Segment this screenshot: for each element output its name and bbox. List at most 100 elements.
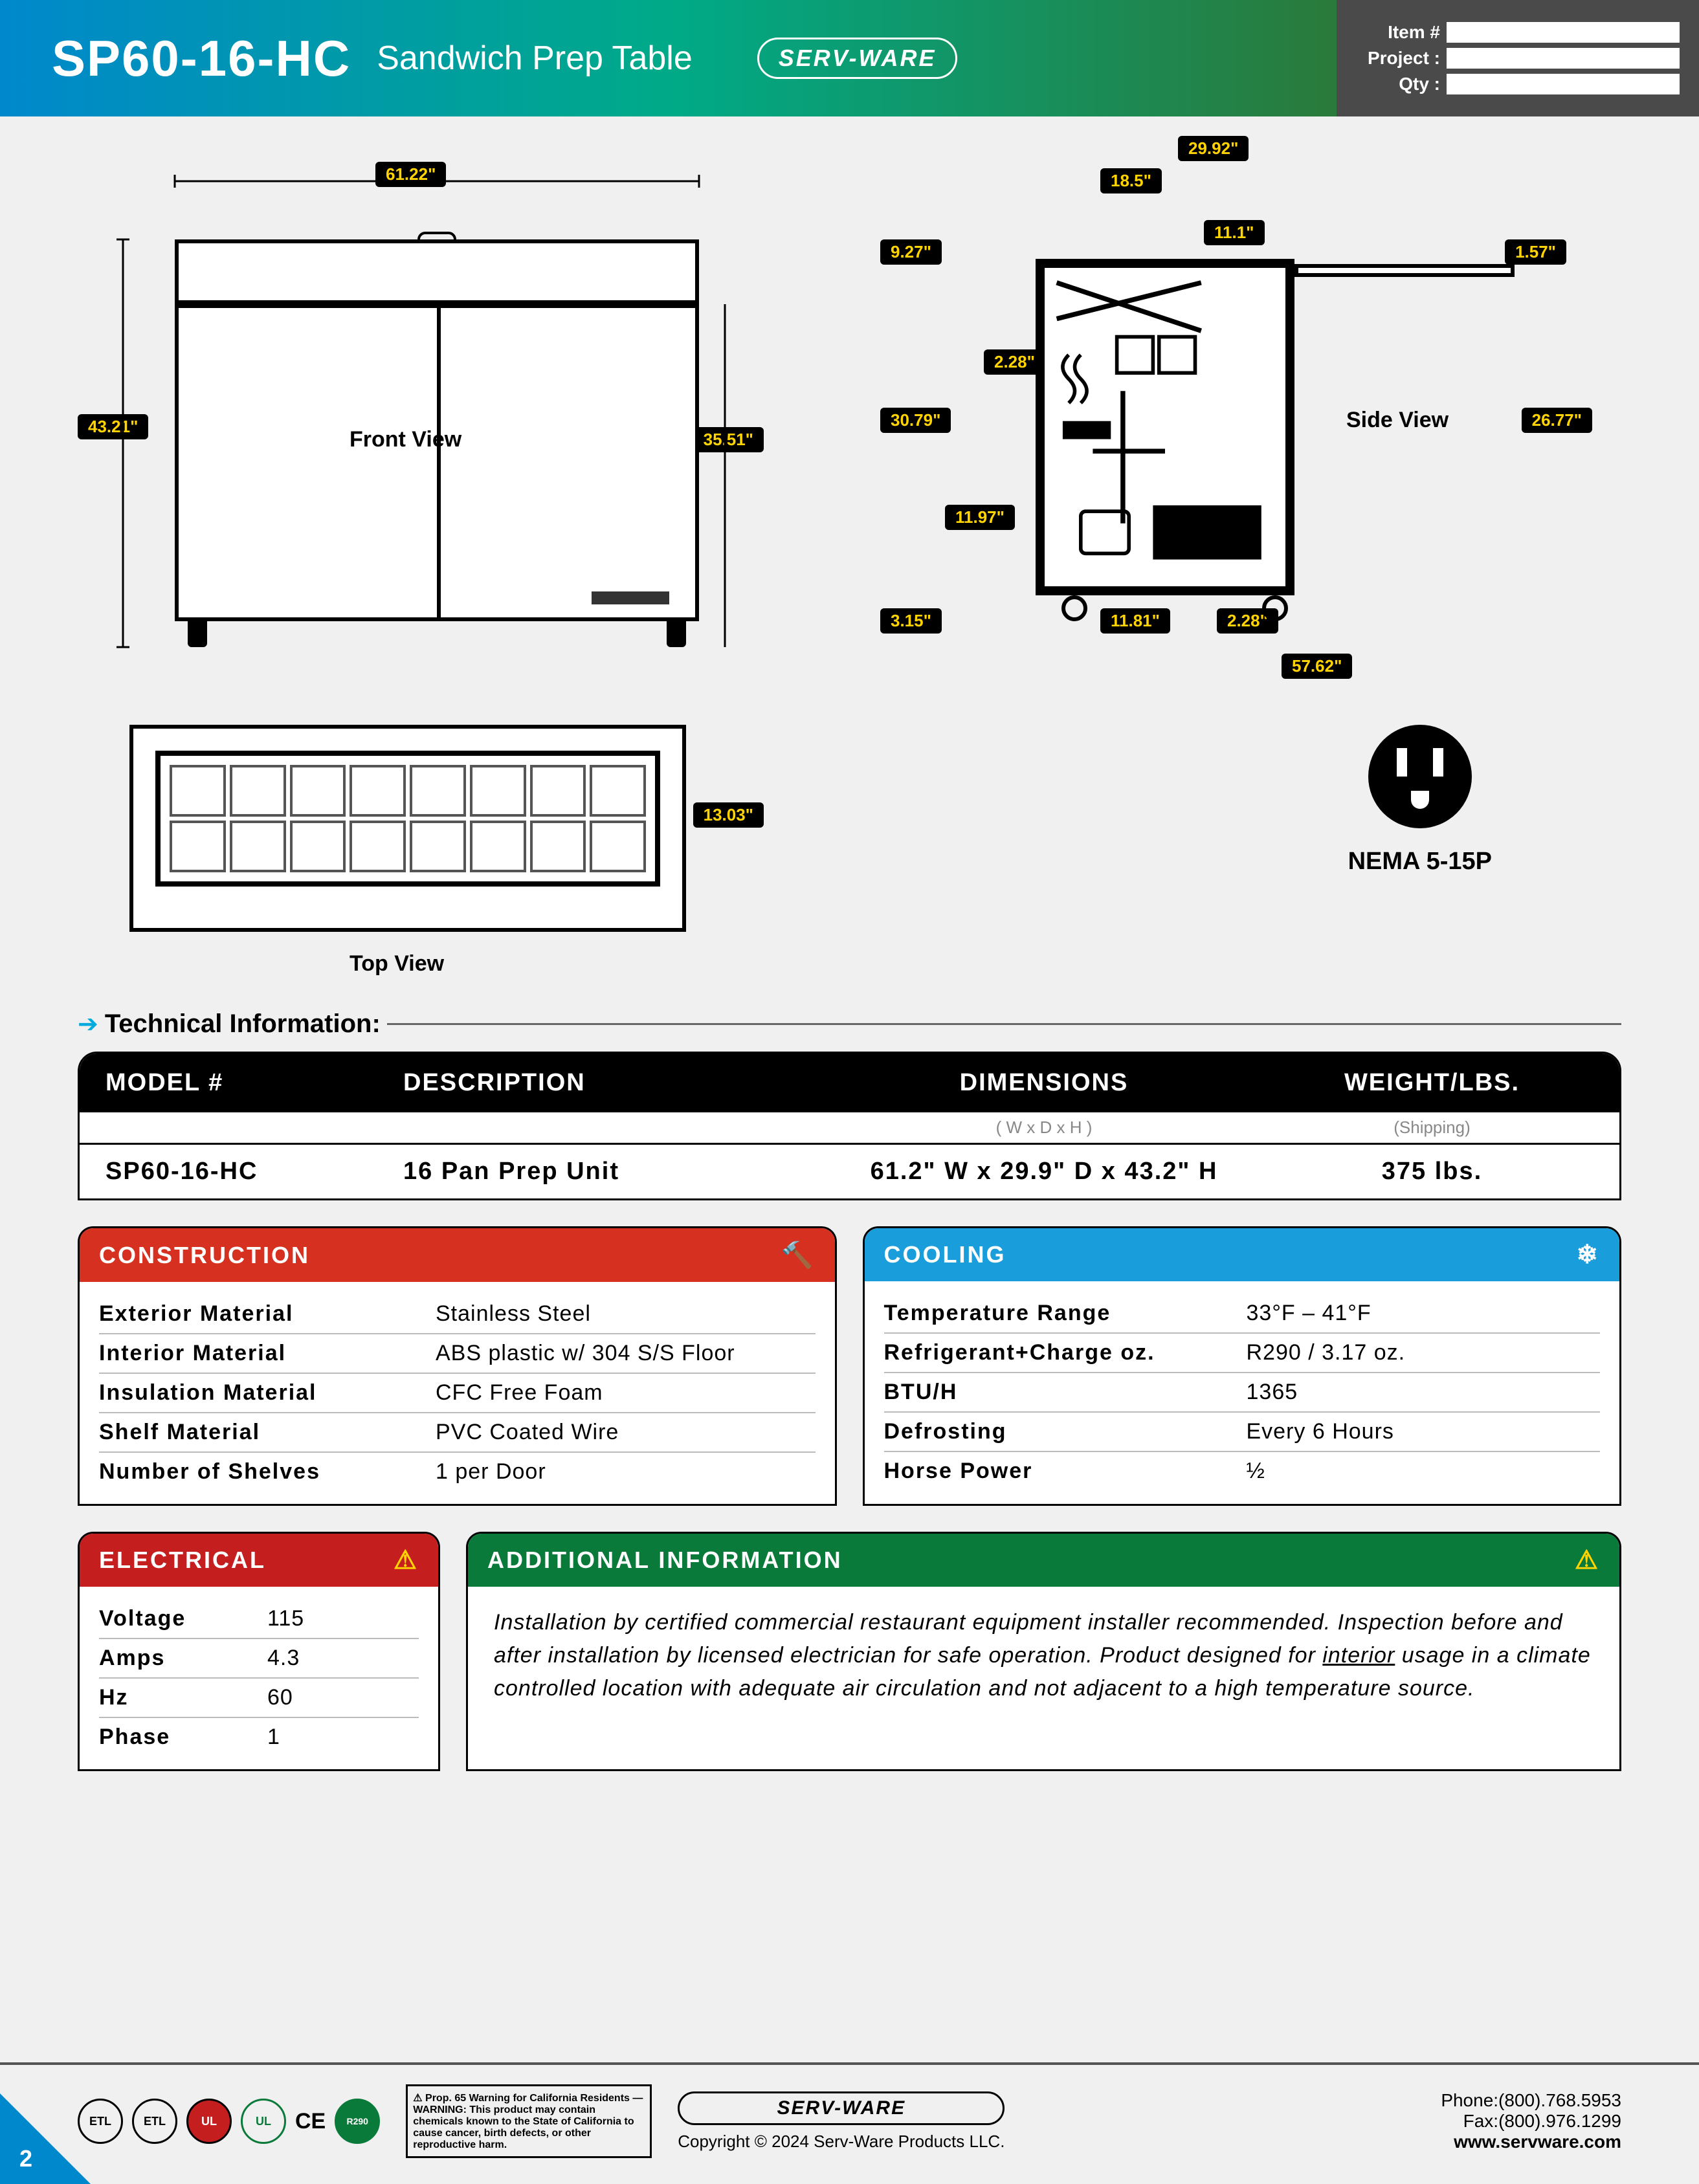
spec-label: Interior Material <box>99 1341 436 1366</box>
spec-label: Exterior Material <box>99 1301 436 1327</box>
th-weight: WEIGHT/LBS. <box>1271 1069 1594 1097</box>
phone: Phone:(800).768.5953 <box>1441 2090 1621 2111</box>
spec-row: Voltage115 <box>99 1600 419 1639</box>
spec-row: BTU/H1365 <box>884 1373 1601 1413</box>
td-model: SP60-16-HC <box>105 1158 403 1186</box>
front-cabinet <box>175 304 699 621</box>
side-view-diagram: 29.92" 18.5" 11.1" 1.57" 9.27" 2.28" 30.… <box>816 155 1592 686</box>
project-field: Project : <box>1356 48 1680 69</box>
spec-row: Number of Shelves1 per Door <box>99 1453 816 1491</box>
spec-row: Interior MaterialABS plastic w/ 304 S/S … <box>99 1334 816 1374</box>
prop65-warning: ⚠ Prop. 65 Warning for California Reside… <box>406 2084 652 2158</box>
website: www.servware.com <box>1441 2132 1621 2152</box>
qty-input[interactable] <box>1447 74 1680 94</box>
spec-value: Every 6 Hours <box>1247 1419 1394 1444</box>
spec-row: Amps4.3 <box>99 1639 419 1679</box>
header-left: SP60-16-HC Sandwich Prep Table SERV-WARE <box>0 0 1337 116</box>
spec-row: Temperature Range33°F – 41°F <box>884 1294 1601 1334</box>
spec-label: Shelf Material <box>99 1420 436 1445</box>
qty-field: Qty : <box>1356 74 1680 94</box>
product-name: Sandwich Prep Table <box>377 39 693 78</box>
spec-row: Hz60 <box>99 1679 419 1718</box>
dim-s-right: 26.77" <box>1522 408 1592 433</box>
spec-row: Horse Power½ <box>884 1452 1601 1490</box>
spec-row: Shelf MaterialPVC Coated Wire <box>99 1413 816 1453</box>
td-dims: 61.2" W x 29.9" D x 43.2" H <box>817 1158 1271 1186</box>
warning-icon: ⚠ <box>1575 1545 1600 1575</box>
tech-title: Technical Information: <box>105 1009 381 1039</box>
hammer-icon: 🔨 <box>781 1240 816 1270</box>
r290-icon: R290 <box>335 2099 380 2144</box>
item-field: Item # <box>1356 22 1680 43</box>
spec-label: BTU/H <box>884 1380 1247 1405</box>
top-view-label: Top View <box>350 951 444 976</box>
ce-icon: CE <box>295 2109 326 2134</box>
spec-row: Refrigerant+Charge oz.R290 / 3.17 oz. <box>884 1334 1601 1373</box>
header-fields: Item # Project : Qty : <box>1337 0 1699 116</box>
tech-title-row: ➔ Technical Information: <box>78 1009 1621 1039</box>
spec-label: Hz <box>99 1685 267 1710</box>
footer-brand-logo: SERV-WARE <box>678 2091 1005 2125</box>
spec-row: Exterior MaterialStainless Steel <box>99 1295 816 1334</box>
dim-s-b1: 11.81" <box>1100 608 1170 634</box>
additional-title: ADDITIONAL INFORMATION <box>487 1547 843 1574</box>
dim-s-l3: 30.79" <box>880 408 951 433</box>
cooling-panel: COOLING ❄ Temperature Range33°F – 41°FRe… <box>863 1226 1622 1506</box>
plug-diagram: NEMA 5-15P <box>1348 725 1492 876</box>
spec-label: Number of Shelves <box>99 1459 436 1484</box>
spec-row: DefrostingEvery 6 Hours <box>884 1413 1601 1452</box>
th-desc: DESCRIPTION <box>403 1069 817 1097</box>
electrical-panel: ELECTRICAL ⚠ Voltage115Amps4.3Hz60Phase1 <box>78 1532 440 1771</box>
side-view-label: Side View <box>1346 408 1449 433</box>
spec-label: Refrigerant+Charge oz. <box>884 1340 1247 1365</box>
arrow-right-icon: ➔ <box>78 1009 98 1039</box>
dim-s-lid: 1.57" <box>1505 239 1566 265</box>
warn-text: Prop. 65 Warning for California Resident… <box>413 2093 643 2150</box>
bolt-icon: ⚠ <box>394 1545 419 1575</box>
spec-label: Insulation Material <box>99 1380 436 1406</box>
etl-san-icon: ETL <box>132 2099 177 2144</box>
copyright: Copyright © 2024 Serv-Ware Products LLC. <box>678 2132 1005 2152</box>
dim-s-total: 57.62" <box>1282 654 1352 679</box>
dim-top-depth: 13.03" <box>693 802 764 828</box>
spec-value: 4.3 <box>267 1646 300 1671</box>
sub-weight: (Shipping) <box>1271 1118 1594 1138</box>
add-text-u: interior <box>1322 1643 1395 1668</box>
dim-s-l1: 9.27" <box>880 239 942 265</box>
item-input[interactable] <box>1447 22 1680 43</box>
spec-value: 60 <box>267 1685 293 1710</box>
dim-s-l4: 11.97" <box>945 505 1015 530</box>
construction-head: CONSTRUCTION 🔨 <box>80 1228 835 1282</box>
electrical-body: Voltage115Amps4.3Hz60Phase1 <box>80 1587 438 1769</box>
additional-panel: ADDITIONAL INFORMATION ⚠ Installation by… <box>466 1532 1621 1771</box>
spec-value: 1 <box>267 1725 280 1750</box>
spec-label: Temperature Range <box>884 1301 1247 1326</box>
spec-value: Stainless Steel <box>436 1301 591 1327</box>
construction-body: Exterior MaterialStainless SteelInterior… <box>80 1282 835 1504</box>
ul-green-icon: UL <box>241 2099 286 2144</box>
snowflake-icon: ❄ <box>1576 1240 1600 1270</box>
spec-value: 1365 <box>1247 1380 1298 1405</box>
spec-value: PVC Coated Wire <box>436 1420 619 1445</box>
td-weight: 375 lbs. <box>1271 1158 1594 1186</box>
project-input[interactable] <box>1447 48 1680 69</box>
spec-value: R290 / 3.17 oz. <box>1247 1340 1406 1365</box>
spec-label: Phase <box>99 1725 267 1750</box>
page-corner <box>0 2093 91 2184</box>
top-pan-grid <box>155 751 660 887</box>
spec-label: Defrosting <box>884 1419 1247 1444</box>
cooling-title: COOLING <box>884 1241 1006 1268</box>
spec-value: 1 per Door <box>436 1459 546 1484</box>
plug-label: NEMA 5-15P <box>1348 848 1492 876</box>
cooling-head: COOLING ❄ <box>865 1228 1620 1281</box>
front-view-label: Front View <box>350 427 461 452</box>
side-cabinet <box>1036 259 1294 595</box>
construction-panel: CONSTRUCTION 🔨 Exterior MaterialStainles… <box>78 1226 837 1506</box>
footer: ETL ETL UL UL CE R290 ⚠ Prop. 65 Warning… <box>0 2062 1699 2184</box>
td-desc: 16 Pan Prep Unit <box>403 1158 817 1186</box>
dim-s-top1: 29.92" <box>1178 136 1249 161</box>
brand-logo: SERV-WARE <box>757 38 958 79</box>
sub-dims: ( W x D x H ) <box>817 1118 1271 1138</box>
page-number: 2 <box>19 2145 32 2172</box>
dim-s-l5: 3.15" <box>880 608 942 634</box>
